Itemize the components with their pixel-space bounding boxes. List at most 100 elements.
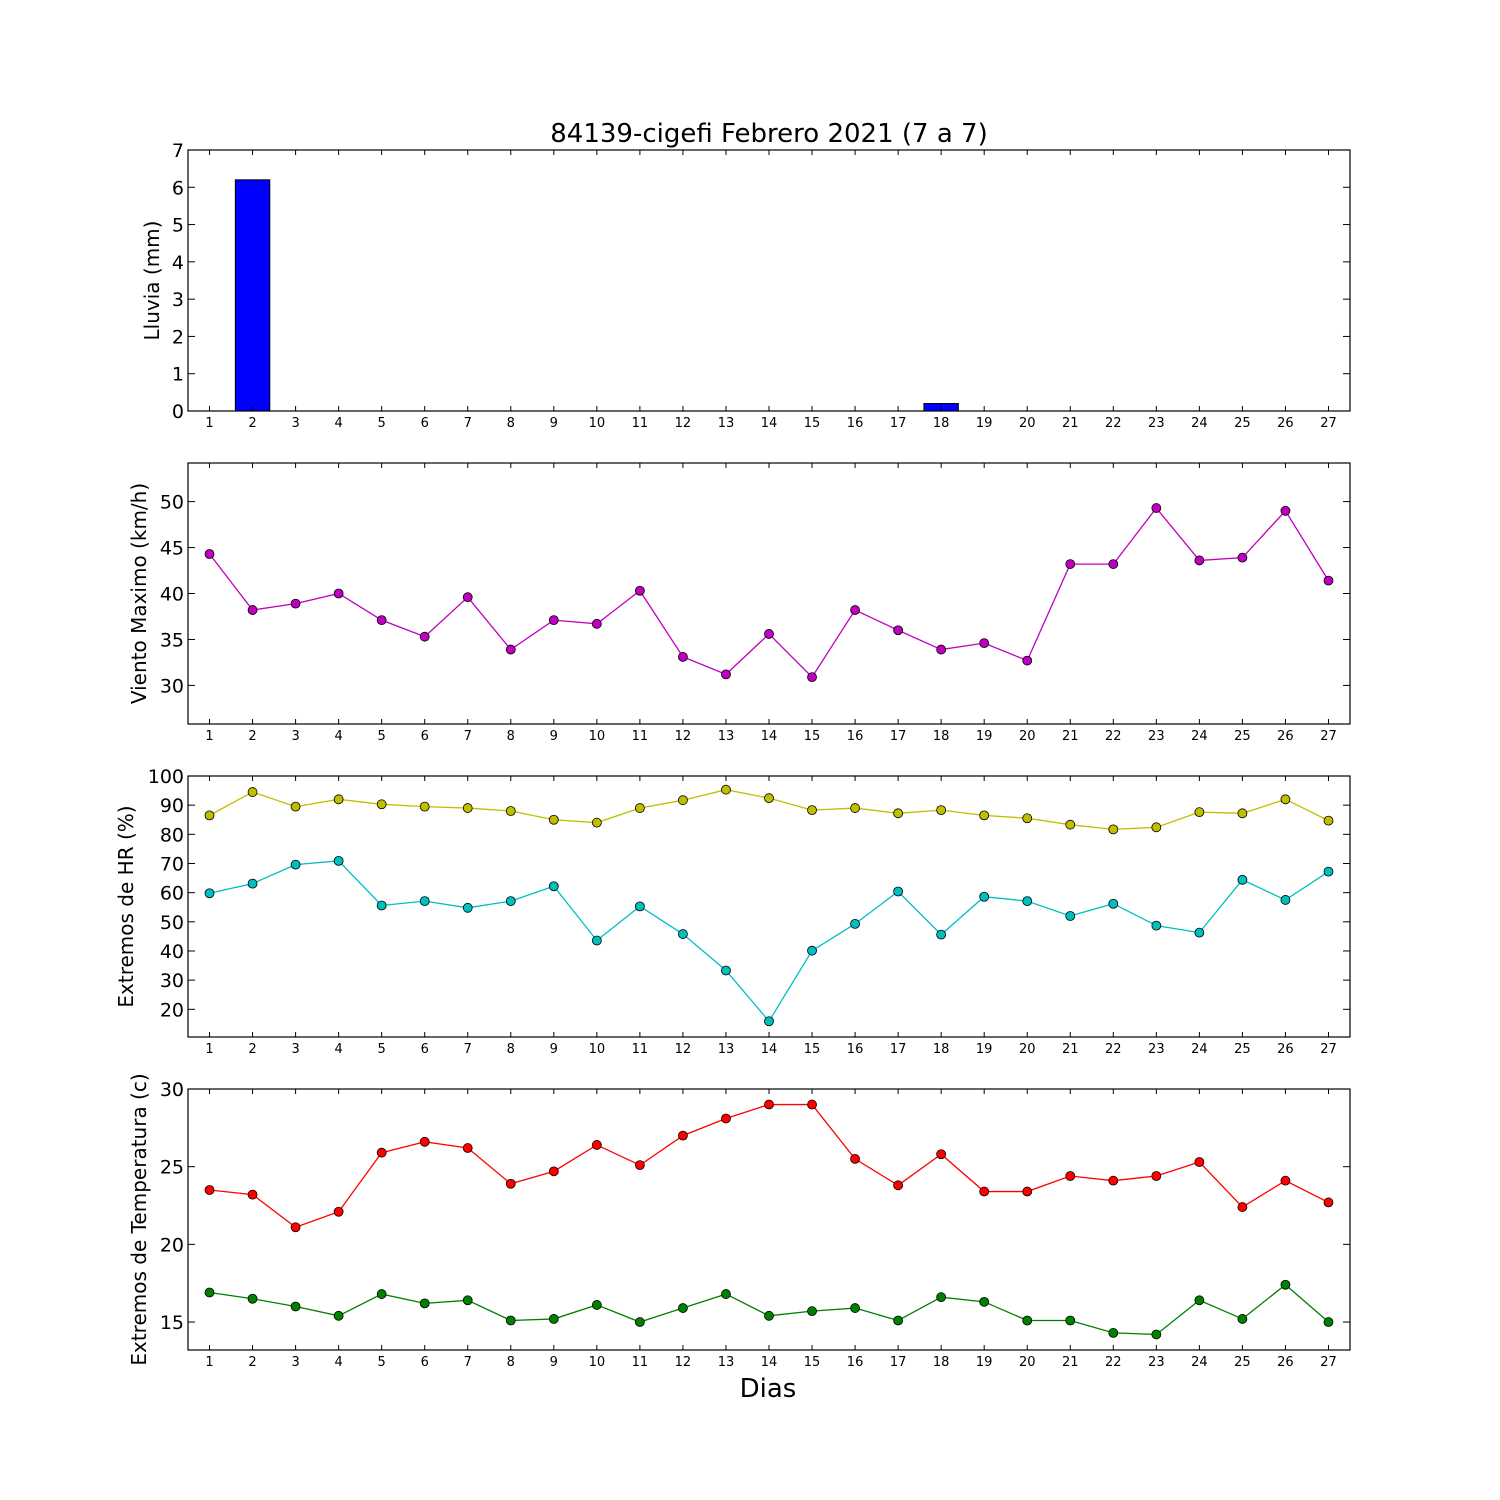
- y-tick-label: 20: [160, 999, 184, 1021]
- data-point: [419, 1298, 430, 1309]
- x-tick-label: 4: [334, 416, 342, 431]
- data-point: [1323, 575, 1334, 586]
- x-tick-label: 25: [1234, 416, 1251, 431]
- x-tick-label: 9: [550, 416, 558, 431]
- x-tick-label: 4: [334, 729, 342, 744]
- x-tick-label: 11: [632, 416, 649, 431]
- x-tick-label: 18: [933, 1042, 950, 1057]
- x-tick-label: 24: [1191, 416, 1208, 431]
- x-tick-label: 4: [334, 1042, 342, 1057]
- data-point: [1323, 1197, 1334, 1208]
- x-tick-label: 17: [890, 1042, 907, 1057]
- x-tick-label: 4: [334, 1355, 342, 1370]
- x-tick-label: 9: [550, 1355, 558, 1370]
- data-point: [634, 585, 645, 596]
- data-point: [979, 638, 990, 649]
- chart-panel-3: 1 2 3 4 5 6 7 8 9 10 11 12 13 14 15 16 17 18 19 20 21 22 23 24 2…: [114, 766, 1351, 1057]
- x-tick-label: 10: [589, 1042, 606, 1057]
- data-point: [548, 1166, 559, 1177]
- data-point: [893, 886, 904, 897]
- data-point: [591, 1140, 602, 1150]
- data-point: [1022, 1315, 1033, 1326]
- x-tick-label: 1: [205, 1355, 213, 1370]
- x-tick-label: 3: [291, 1355, 299, 1370]
- data-point: [721, 1289, 731, 1299]
- data-point: [419, 1136, 430, 1147]
- y-tick-label: 15: [160, 1312, 184, 1334]
- data-point: [979, 891, 990, 902]
- x-tick-label: 5: [378, 729, 386, 744]
- data-point: [1108, 1175, 1119, 1186]
- data-point: [678, 1303, 688, 1313]
- x-tick-label: 6: [421, 729, 429, 744]
- x-tick-label: 9: [550, 1042, 558, 1057]
- x-tick-label: 19: [976, 1355, 993, 1370]
- data-point: [1237, 808, 1248, 819]
- x-tick-label: 1: [205, 1042, 213, 1057]
- y-tick-label: 50: [160, 912, 184, 934]
- data-point: [979, 810, 990, 821]
- y-tick-label: 30: [160, 675, 184, 697]
- data-point: [1022, 896, 1033, 907]
- x-tick-label: 12: [675, 1355, 692, 1370]
- data-point: [1194, 1295, 1205, 1306]
- y-tick-label: 90: [160, 795, 184, 817]
- data-point: [1151, 920, 1162, 931]
- y-tick-label: 30: [160, 970, 184, 992]
- data-point: [1323, 866, 1334, 877]
- data-point: [678, 652, 688, 662]
- x-axis-label: Dias: [740, 1374, 797, 1404]
- x-tick-label: 10: [589, 416, 606, 431]
- y-axis-label: Extremos de HR (%): [114, 805, 138, 1007]
- data-point: [721, 669, 731, 680]
- y-tick-label: 40: [160, 941, 184, 963]
- data-point: [419, 896, 430, 907]
- data-point: [1108, 1328, 1119, 1338]
- data-point: [591, 618, 602, 629]
- data-point: [1151, 1329, 1162, 1340]
- x-tick-label: 5: [378, 1355, 386, 1370]
- x-tick-label: 11: [632, 1355, 649, 1370]
- data-point: [333, 588, 344, 599]
- data-point: [807, 672, 817, 683]
- data-point: [807, 1099, 817, 1110]
- x-tick-label: 25: [1234, 729, 1251, 744]
- chart-panels: 1 2 3 4 5 6 7 8 9 10 11 12 13 14 15 16 17 18 19 20 21 22 23 24 2…: [114, 140, 1351, 1370]
- data-point: [247, 878, 258, 889]
- x-tick-label: 12: [675, 1042, 692, 1057]
- x-tick-label: 26: [1277, 1042, 1294, 1057]
- y-axis-label: Lluvia (mm): [140, 221, 164, 341]
- x-tick-label: 17: [890, 416, 907, 431]
- data-point: [419, 801, 430, 812]
- data-point: [979, 1296, 990, 1307]
- data-point: [678, 795, 688, 806]
- data-point: [634, 1317, 645, 1327]
- x-tick-label: 8: [507, 1355, 515, 1370]
- data-point: [247, 1293, 258, 1304]
- data-point: [1280, 895, 1291, 905]
- y-tick-label: 100: [148, 766, 184, 788]
- x-tick-label: 14: [761, 729, 778, 744]
- x-tick-label: 17: [890, 729, 907, 744]
- data-point: [290, 1301, 301, 1312]
- data-point: [1237, 552, 1248, 563]
- data-point: [764, 793, 774, 804]
- x-tick-label: 7: [464, 729, 472, 744]
- x-tick-label: 1: [205, 416, 213, 431]
- data-point: [376, 799, 387, 810]
- y-tick-label: 25: [160, 1157, 184, 1179]
- data-point: [376, 1289, 387, 1299]
- x-tick-label: 13: [718, 729, 735, 744]
- x-tick-label: 9: [550, 729, 558, 744]
- data-point: [462, 1295, 473, 1306]
- data-point: [893, 808, 904, 819]
- x-tick-label: 15: [804, 416, 821, 431]
- data-point: [1194, 555, 1205, 566]
- data-point: [1065, 1171, 1076, 1181]
- data-point: [936, 1149, 947, 1160]
- x-tick-label: 13: [718, 416, 735, 431]
- data-point: [1065, 559, 1076, 569]
- data-point: [850, 605, 860, 615]
- y-tick-label: 30: [160, 1079, 184, 1101]
